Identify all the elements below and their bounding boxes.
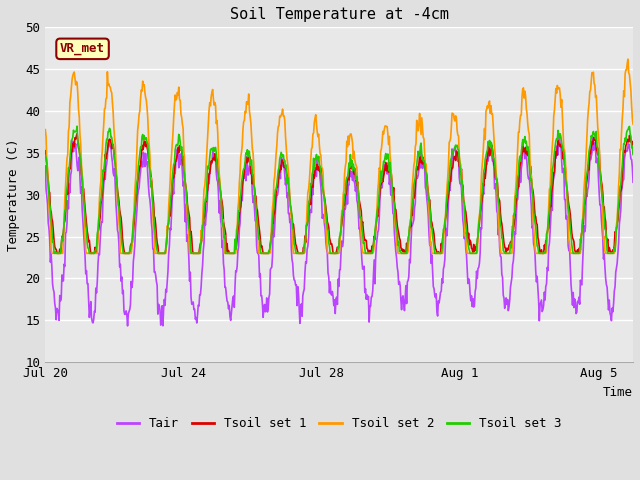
Legend: Tair, Tsoil set 1, Tsoil set 2, Tsoil set 3: Tair, Tsoil set 1, Tsoil set 2, Tsoil se… <box>112 412 566 435</box>
Title: Soil Temperature at -4cm: Soil Temperature at -4cm <box>230 7 449 22</box>
Y-axis label: Temperature (C): Temperature (C) <box>7 138 20 251</box>
Text: VR_met: VR_met <box>60 42 105 55</box>
X-axis label: Time: Time <box>603 385 633 398</box>
